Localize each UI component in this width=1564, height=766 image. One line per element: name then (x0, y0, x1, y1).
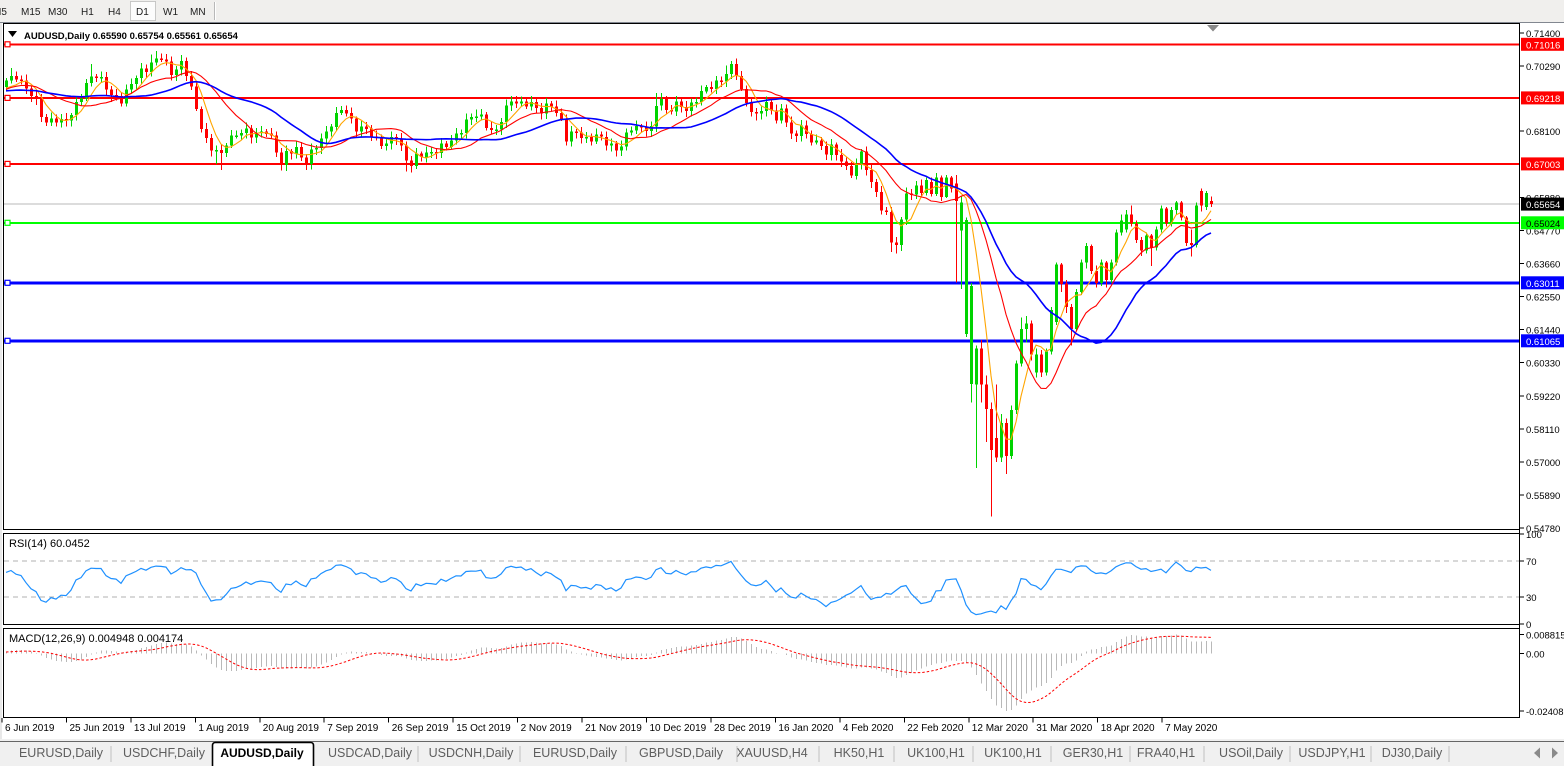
svg-text:100: 100 (1526, 530, 1542, 541)
svg-text:0.71016: 0.71016 (1526, 40, 1560, 51)
svg-text:0.65654: 0.65654 (1526, 200, 1560, 211)
svg-text:D1: D1 (136, 7, 149, 18)
svg-text:26 Sep 2019: 26 Sep 2019 (392, 723, 449, 734)
svg-text:18 Apr 2020: 18 Apr 2020 (1101, 723, 1155, 734)
svg-text:0.55890: 0.55890 (1526, 491, 1560, 502)
svg-text:H1: H1 (81, 7, 94, 18)
svg-text:0.64770: 0.64770 (1526, 226, 1560, 237)
svg-text:0.68100: 0.68100 (1526, 127, 1560, 138)
svg-text:15 Oct 2019: 15 Oct 2019 (456, 723, 511, 734)
svg-text:7 May 2020: 7 May 2020 (1165, 723, 1218, 734)
svg-text:XAUUSD,H4: XAUUSD,H4 (736, 746, 808, 760)
svg-text:0.71400: 0.71400 (1526, 29, 1560, 40)
svg-text:W1: W1 (163, 7, 178, 18)
svg-text:0.008815: 0.008815 (1526, 631, 1564, 642)
svg-text:-0.024082: -0.024082 (1526, 707, 1564, 718)
svg-text:13 Jul 2019: 13 Jul 2019 (134, 723, 186, 734)
svg-text:GER30,H1: GER30,H1 (1063, 746, 1123, 760)
svg-text:M15: M15 (21, 7, 41, 18)
svg-text:MACD(12,26,9) 0.004948 0.00417: MACD(12,26,9) 0.004948 0.004174 (9, 633, 183, 645)
svg-text:0.65024: 0.65024 (1526, 219, 1560, 230)
svg-text:6 Jun 2019: 6 Jun 2019 (5, 723, 55, 734)
svg-text:0.63660: 0.63660 (1526, 260, 1560, 271)
svg-text:EURUSD,Daily: EURUSD,Daily (533, 746, 618, 760)
svg-text:FRA40,H1: FRA40,H1 (1137, 746, 1195, 760)
svg-text:10 Dec 2019: 10 Dec 2019 (650, 723, 707, 734)
svg-text:0.57000: 0.57000 (1526, 458, 1560, 469)
svg-text:20 Aug 2019: 20 Aug 2019 (263, 723, 320, 734)
svg-text:0.62550: 0.62550 (1526, 293, 1560, 304)
svg-text:25 Jun 2019: 25 Jun 2019 (70, 723, 125, 734)
svg-text:0.58110: 0.58110 (1526, 425, 1560, 436)
svg-text:0.00: 0.00 (1526, 650, 1545, 661)
svg-text:2 Nov 2019: 2 Nov 2019 (521, 723, 573, 734)
svg-text:EURUSD,Daily: EURUSD,Daily (19, 746, 104, 760)
svg-text:30: 30 (1526, 593, 1537, 604)
svg-text:GBPUSD,Daily: GBPUSD,Daily (639, 746, 724, 760)
svg-text:1 Aug 2019: 1 Aug 2019 (198, 723, 249, 734)
svg-text:21 Nov 2019: 21 Nov 2019 (585, 723, 642, 734)
svg-text:AUDUSD,Daily 0.65590 0.65754: AUDUSD,Daily 0.65590 0.65754 0.65561 0.6… (24, 31, 239, 42)
svg-text:AUDUSD,Daily: AUDUSD,Daily (220, 746, 304, 760)
svg-text:USDCNH,Daily: USDCNH,Daily (429, 746, 514, 760)
svg-text:USDCAD,Daily: USDCAD,Daily (328, 746, 413, 760)
svg-text:0.61065: 0.61065 (1526, 337, 1560, 348)
svg-text:HK50,H1: HK50,H1 (834, 746, 885, 760)
svg-text:0.69218: 0.69218 (1526, 94, 1560, 105)
svg-text:4 Feb 2020: 4 Feb 2020 (843, 723, 894, 734)
svg-text:0.61440: 0.61440 (1526, 326, 1560, 337)
svg-text:0.59220: 0.59220 (1526, 392, 1560, 403)
svg-text:UK100,H1: UK100,H1 (907, 746, 965, 760)
svg-text:12 Mar 2020: 12 Mar 2020 (972, 723, 1029, 734)
svg-text:MN: MN (190, 7, 206, 18)
svg-text:0.67003: 0.67003 (1526, 160, 1560, 171)
svg-text:USDJPY,H1: USDJPY,H1 (1298, 746, 1365, 760)
svg-text:0.70290: 0.70290 (1526, 62, 1560, 73)
svg-text:0: 0 (1526, 620, 1531, 631)
svg-text:28 Dec 2019: 28 Dec 2019 (714, 723, 771, 734)
svg-text:USOil,Daily: USOil,Daily (1219, 746, 1284, 760)
svg-text:7 Sep 2019: 7 Sep 2019 (327, 723, 379, 734)
svg-text:DJ30,Daily: DJ30,Daily (1382, 746, 1443, 760)
svg-text:0.54780: 0.54780 (1526, 524, 1560, 535)
svg-text:M30: M30 (48, 7, 68, 18)
svg-text:USDCHF,Daily: USDCHF,Daily (123, 746, 206, 760)
svg-text:0.60330: 0.60330 (1526, 359, 1560, 370)
svg-text:31 Mar 2020: 31 Mar 2020 (1036, 723, 1093, 734)
svg-text:RSI(14) 60.0452: RSI(14) 60.0452 (9, 538, 90, 550)
svg-text:0.63011: 0.63011 (1526, 279, 1560, 290)
svg-text:16 Jan 2020: 16 Jan 2020 (778, 723, 833, 734)
svg-text:22 Feb 2020: 22 Feb 2020 (907, 723, 964, 734)
svg-text:H4: H4 (108, 7, 121, 18)
svg-text:UK100,H1: UK100,H1 (984, 746, 1042, 760)
svg-text:70: 70 (1526, 557, 1537, 568)
svg-text:M5: M5 (0, 7, 7, 18)
